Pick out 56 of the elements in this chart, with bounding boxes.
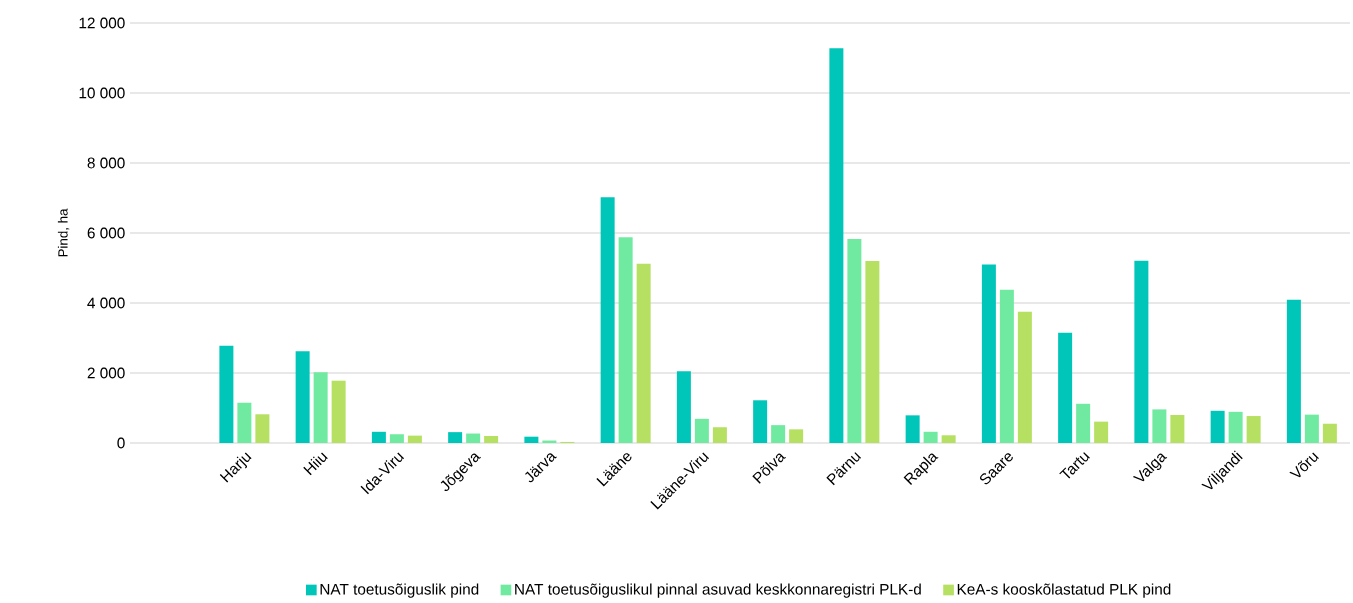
x-tick-label: Hiiu (303, 452, 328, 476)
bar (1322, 423, 1337, 443)
bar (313, 372, 328, 443)
legend-label: NAT toetusõiguslik pind (320, 583, 479, 598)
bar (331, 380, 346, 443)
bar (618, 237, 633, 443)
bar (1134, 260, 1149, 443)
y-tick-label: 6 000 (87, 227, 125, 239)
y-tick-label: 8 000 (87, 157, 125, 169)
bar (1228, 411, 1243, 443)
bar (1017, 311, 1032, 443)
y-tick-label: 10 000 (79, 87, 125, 99)
bar (865, 260, 880, 443)
bar (712, 427, 727, 443)
bar (1246, 416, 1261, 443)
bar (448, 432, 463, 443)
y-tick-label: 12 000 (79, 17, 125, 29)
bar (771, 425, 786, 443)
bar (600, 197, 615, 443)
bar (753, 400, 768, 443)
y-axis-title: Pind, ha (57, 208, 70, 257)
bar (484, 435, 499, 443)
bar (999, 289, 1014, 443)
bar (389, 434, 404, 443)
bar (237, 402, 252, 443)
bar (1076, 403, 1091, 443)
bar (981, 264, 996, 443)
bar (789, 429, 804, 443)
bar (941, 435, 956, 443)
bar (694, 418, 709, 443)
bar (923, 431, 938, 443)
y-tick-label: 0 (117, 437, 125, 449)
bar (905, 415, 920, 443)
y-tick-label: 2 000 (87, 367, 125, 379)
bar (255, 414, 270, 443)
bar (466, 433, 481, 443)
y-tick-label: 4 000 (87, 297, 125, 309)
bar (1094, 421, 1109, 443)
bar (295, 351, 310, 443)
legend-label: KeA-s kooskõlastatud PLK pind (957, 583, 1171, 598)
bar (407, 435, 422, 443)
bar (676, 371, 691, 443)
bar (1286, 299, 1301, 443)
bar (1210, 410, 1225, 443)
bar (1170, 414, 1185, 443)
bar (524, 436, 539, 443)
x-tick-label: Võru (1289, 452, 1319, 478)
legend-label: NAT toetusõiguslikul pinnal asuvad keskkonnaregistri PLK-d (515, 583, 921, 598)
bar (1152, 409, 1167, 443)
bar (371, 431, 386, 443)
bar (1058, 332, 1073, 443)
bar (847, 238, 862, 443)
bar (219, 345, 234, 443)
bar (1304, 414, 1319, 443)
bar (636, 263, 651, 443)
bar (829, 48, 844, 443)
